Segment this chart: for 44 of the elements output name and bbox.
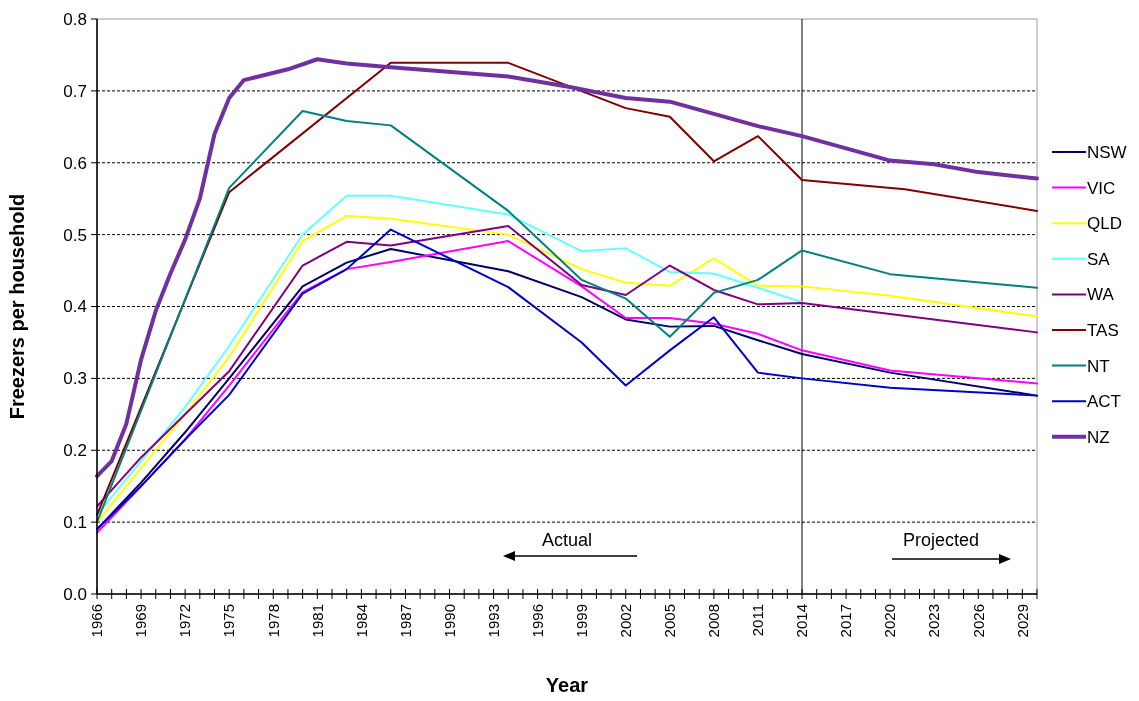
x-tick-label: 1987 bbox=[396, 604, 414, 638]
y-tick-label: 0.5 bbox=[63, 225, 87, 245]
x-tick-label: 1978 bbox=[264, 604, 282, 638]
legend-label: VIC bbox=[1087, 178, 1116, 198]
y-tick-label: 0.2 bbox=[63, 441, 87, 461]
legend-label: ACT bbox=[1087, 392, 1121, 412]
x-tick-label: 1966 bbox=[88, 604, 106, 638]
legend-label: QLD bbox=[1087, 214, 1122, 234]
legend-label: NT bbox=[1087, 356, 1110, 376]
x-tick-label: 1984 bbox=[352, 604, 370, 638]
y-tick-label: 0.1 bbox=[63, 513, 87, 533]
y-axis-title: Freezers per household bbox=[6, 193, 28, 420]
y-tick-label: 0.8 bbox=[63, 9, 87, 29]
y-tick-label: 0.7 bbox=[63, 81, 87, 101]
x-tick-label: 1999 bbox=[572, 604, 590, 638]
legend-label: TAS bbox=[1087, 320, 1119, 340]
y-tick-label: 0.6 bbox=[63, 153, 87, 173]
x-tick-label: 2005 bbox=[661, 604, 679, 638]
x-tick-label: 2011 bbox=[749, 604, 767, 637]
legend-label: WA bbox=[1087, 285, 1115, 305]
x-tick-label: 1990 bbox=[440, 604, 458, 638]
x-axis-title: Year bbox=[545, 674, 589, 696]
legend-label: NZ bbox=[1087, 427, 1110, 447]
y-tick-label: 0.4 bbox=[63, 297, 87, 317]
x-tick-label: 1996 bbox=[528, 604, 546, 638]
y-tick-label: 0.0 bbox=[63, 584, 87, 604]
x-tick-label: 2020 bbox=[881, 604, 899, 638]
x-tick-label: 2014 bbox=[793, 604, 811, 638]
x-tick-label: 1975 bbox=[220, 604, 238, 638]
x-tick-label: 1972 bbox=[176, 604, 194, 638]
legend-label: NSW bbox=[1087, 142, 1127, 162]
annotation: Actual bbox=[541, 530, 593, 550]
x-tick-label: 2029 bbox=[1013, 604, 1031, 638]
x-tick-label: 2002 bbox=[617, 604, 634, 638]
y-tick-label: 0.3 bbox=[63, 369, 87, 389]
x-tick-label: 2017 bbox=[837, 604, 855, 638]
x-tick-label: 1993 bbox=[484, 604, 502, 638]
x-tick-label: 2026 bbox=[969, 604, 987, 638]
annotation: Projected bbox=[902, 530, 980, 550]
x-tick-label: 2008 bbox=[705, 604, 723, 638]
x-tick-label: 1981 bbox=[308, 604, 326, 638]
x-tick-label: 1969 bbox=[132, 604, 150, 638]
legend-label: SA bbox=[1087, 249, 1111, 269]
x-tick-label: 2023 bbox=[925, 604, 943, 638]
